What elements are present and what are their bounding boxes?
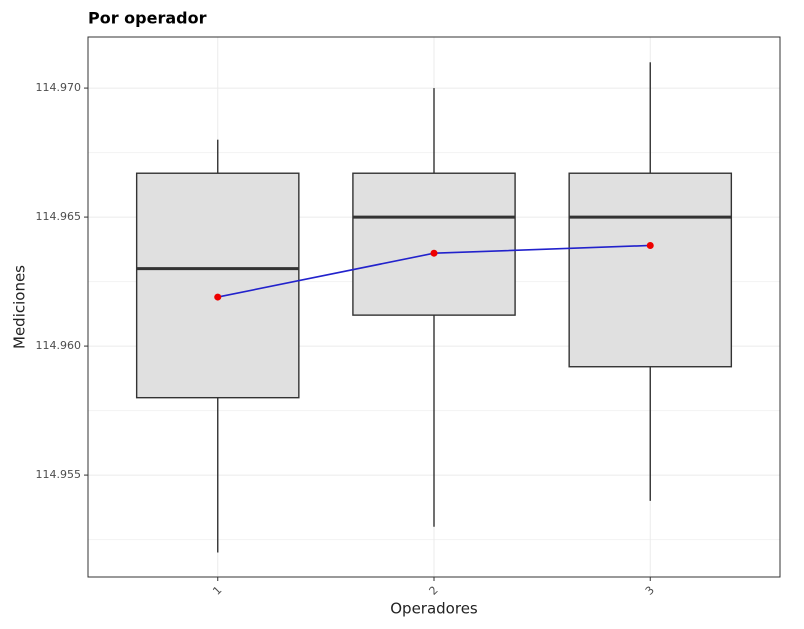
y-axis-label: Mediciones [11, 265, 29, 349]
x-axis-label: Operadores [390, 600, 478, 618]
y-tick-label: 114.955 [36, 468, 82, 481]
y-tick-label: 114.960 [36, 339, 82, 352]
y-tick-label: 114.970 [36, 81, 82, 94]
mean-point [646, 241, 654, 249]
mean-point [214, 293, 222, 301]
mean-point [430, 249, 438, 257]
box [352, 172, 516, 316]
plot-border [87, 36, 781, 578]
y-tick-label: 114.965 [36, 210, 82, 223]
box [568, 172, 733, 368]
chart-title: Por operador [88, 9, 207, 28]
x-tick-label: 3 [643, 584, 657, 598]
x-tick-label: 1 [210, 584, 224, 598]
x-tick-label: 2 [427, 584, 441, 598]
